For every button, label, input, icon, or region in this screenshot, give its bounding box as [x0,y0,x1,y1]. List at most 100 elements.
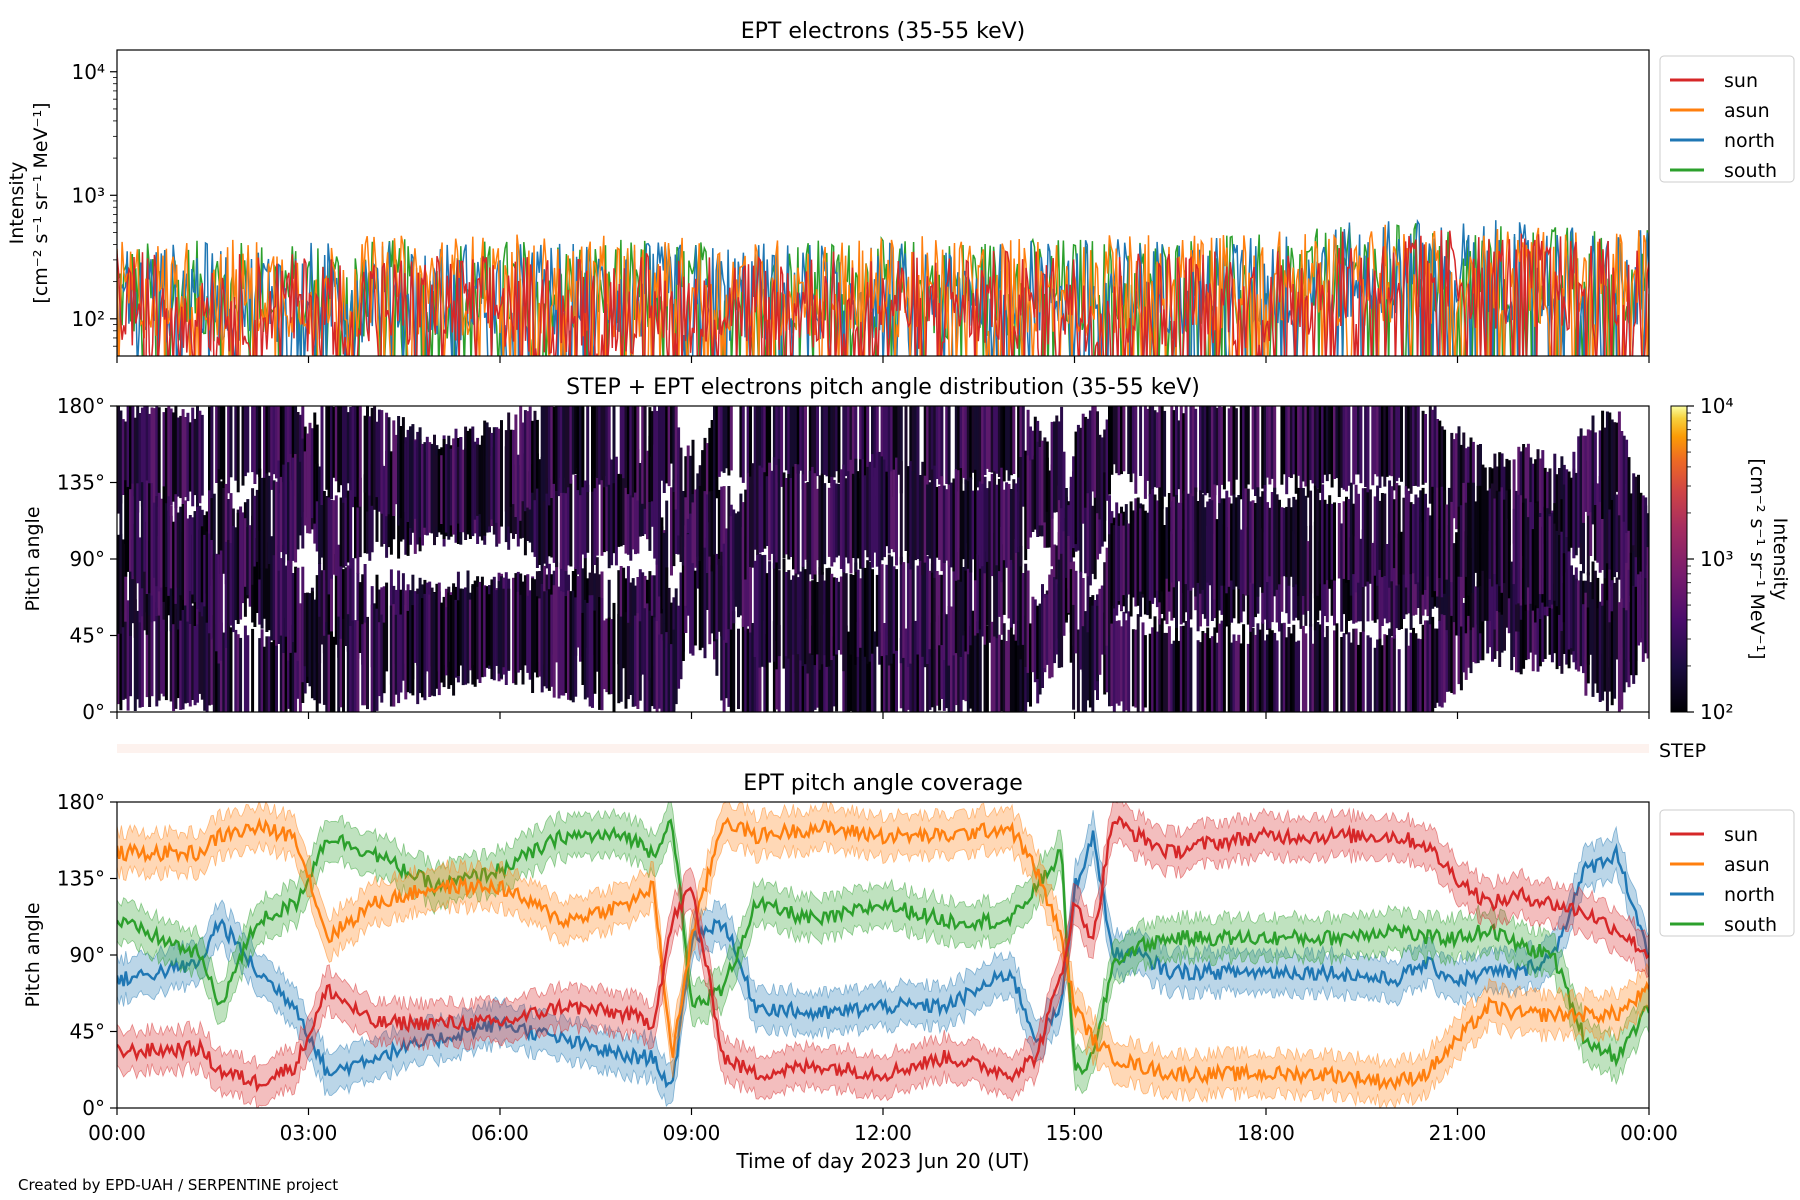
heatmap-cell [574,406,578,475]
heatmap-cell [282,464,286,563]
heatmap-cell [1526,517,1530,588]
heatmap-cell [1222,624,1226,712]
heatmap-cell [1598,476,1602,573]
heatmap-cell [1093,406,1097,498]
heatmap-cell [569,591,573,701]
heatmap-cell [1270,406,1274,479]
heatmap-cell [674,628,678,705]
series-line-south [117,223,1649,356]
heatmap-cell [291,457,295,561]
y-tick-label: 90° [70,943,105,967]
heatmap-cell [471,584,475,685]
heatmap-cell [504,430,508,512]
heatmap-cell [330,538,333,654]
heatmap-cell [1084,611,1088,712]
heatmap-cell [634,451,637,555]
heatmap-cell [1021,573,1025,645]
heatmap-cell [985,406,989,469]
heatmap-cell [1522,444,1526,556]
coverage-band-south [117,802,1649,1095]
heatmap-cell [1603,617,1607,692]
heatmap-cell [861,565,865,661]
heatmap-cell [1558,535,1561,615]
heatmap-cell [1115,406,1119,474]
heatmap-cell [662,532,666,641]
heatmap-cell [1354,484,1358,593]
heatmap-cell [152,408,156,506]
heatmap-cell [538,598,542,677]
heatmap-cell [722,406,726,473]
heatmap-cell [1285,637,1289,712]
heatmap-cell [693,570,697,646]
heatmap-cell [1392,499,1396,569]
heatmap-cell [650,411,654,502]
heatmap-cell [1237,634,1241,712]
heatmap-cell [899,406,903,494]
heatmap-cell [1464,502,1468,577]
heatmap-cell [1060,488,1064,594]
heatmap-cell [1376,639,1380,712]
heatmap-cell [366,406,369,512]
heatmap-cell [473,580,477,687]
heatmap-cell [361,574,365,665]
heatmap-cell [906,466,910,564]
heatmap-cell [1467,597,1471,668]
heatmap-cell [260,629,264,712]
heatmap-cell [966,481,970,569]
heatmap-cell [1033,599,1037,683]
heatmap-cell [361,624,365,706]
heatmap-cell [1481,499,1485,571]
heatmap-cell [358,406,362,507]
heatmap-cell [334,495,338,576]
heatmap-cell [263,646,266,712]
heatmap-cell [1574,472,1578,556]
heatmap-cell [847,631,851,712]
colorbar-label-line2: [cm⁻² s⁻¹ sr⁻¹ MeV⁻¹] [1746,458,1768,659]
heatmap-cell [653,406,657,510]
heatmap-cell [772,457,776,569]
heatmap-cell [318,616,322,704]
heatmap-cell [1538,517,1542,595]
heatmap-cell [172,412,176,502]
heatmap-cell [612,470,616,554]
heatmap-cell [129,406,132,512]
heatmap-cell [423,593,427,701]
heatmap-cell [741,618,745,712]
heatmap-cell [854,562,858,665]
heatmap-cell [804,482,807,560]
heatmap-cell [217,554,221,664]
heatmap-cell [923,406,927,478]
heatmap-cell [942,485,946,563]
heatmap-cell [914,620,918,712]
heatmap-cell [614,456,618,566]
heatmap-cell [624,463,628,554]
heatmap-cell [1330,406,1334,488]
heatmap-cell [224,541,228,648]
heatmap-cell [990,406,994,473]
heatmap-cell [916,406,920,481]
heatmap-cell [164,607,168,701]
heatmap-cell [1558,571,1561,666]
heatmap-cell [322,549,326,654]
heatmap-cell [1117,406,1121,476]
heatmap-cell [1182,490,1186,594]
heatmap-cell [1184,621,1188,712]
heatmap-cell [883,406,886,479]
heatmap-cell [1222,406,1226,490]
heatmap-cell [447,592,451,689]
y-tick-label: 180° [57,394,105,418]
heatmap-cell [832,577,836,656]
heatmap-cell [500,576,503,679]
heatmap-cell [1038,447,1042,526]
heatmap-cell [1531,565,1535,672]
heatmap-cell [890,556,894,664]
heatmap-cell [363,622,367,706]
heatmap-cell [1397,485,1401,585]
heatmap-cell [954,557,958,654]
heatmap-cell [574,474,578,569]
heatmap-cell [1251,500,1255,584]
heatmap-cell [270,406,274,490]
heatmap-cell [464,587,468,685]
heatmap-cell [911,556,915,664]
heatmap-cell [605,406,609,487]
